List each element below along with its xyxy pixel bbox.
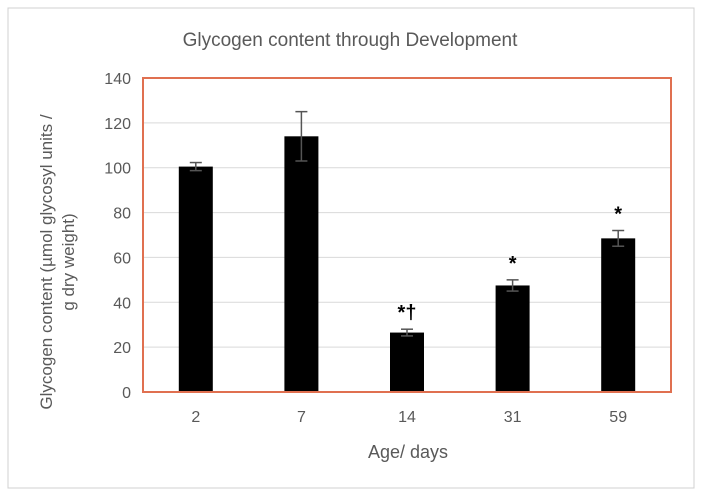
x-axis-label: Age/ days	[368, 442, 448, 462]
error-bar	[612, 229, 625, 247]
y-tick-label: 40	[113, 295, 131, 312]
error-bar	[401, 328, 413, 337]
y-tick-label: 20	[113, 340, 131, 357]
x-tick-label: 59	[609, 409, 627, 426]
error-bar	[189, 161, 202, 172]
y-axis-label-line-1: Glycogen content (µmol glycosyl units /	[37, 114, 56, 409]
bar	[284, 136, 319, 392]
significance-annotation: *	[509, 253, 517, 275]
plot-area-border	[142, 77, 672, 393]
x-tick-label: 14	[398, 409, 416, 426]
error-bar	[295, 110, 308, 162]
significance-annotations: *† * *	[398, 204, 623, 325]
error-bar	[506, 279, 519, 292]
y-axis-label-line-2: g dry weight)	[59, 213, 78, 310]
y-tick-label: 60	[113, 250, 131, 267]
bar	[495, 285, 530, 392]
error-bars	[189, 110, 625, 337]
significance-annotation: *	[614, 204, 622, 226]
significance-annotation: *†	[398, 302, 417, 324]
bar	[178, 166, 213, 392]
x-tick-label: 31	[504, 409, 522, 426]
bar	[601, 238, 636, 392]
y-tick-label: 120	[104, 116, 131, 133]
x-axis-ticks: 2 7 14 31 59	[191, 409, 627, 426]
y-axis-label: Glycogen content (µmol glycosyl units / …	[37, 114, 78, 409]
chart-area-border	[7, 7, 695, 489]
x-tick-label: 7	[297, 409, 306, 426]
bar	[390, 332, 424, 392]
y-tick-label: 100	[104, 161, 131, 178]
chart-title: Glycogen content through Development	[183, 30, 519, 51]
y-tick-label: 140	[104, 71, 131, 88]
y-tick-label: 0	[122, 385, 131, 402]
y-tick-label: 80	[113, 206, 131, 223]
x-tick-label: 2	[191, 409, 200, 426]
y-axis-ticks: 0 20 40 60 80 100 120 140	[104, 71, 131, 402]
bars	[178, 136, 636, 392]
